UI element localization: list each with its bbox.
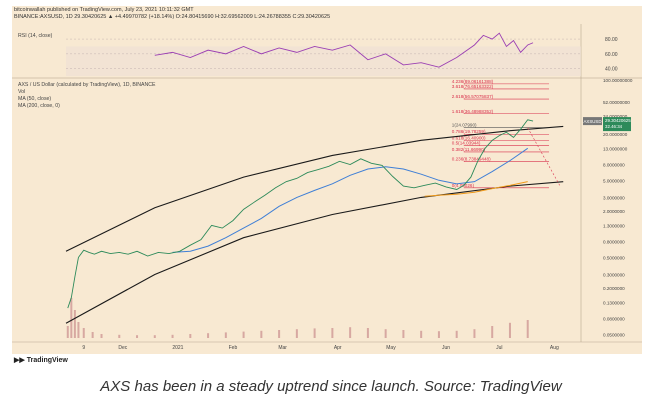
price-tick-label: 0.3000000 (603, 272, 625, 277)
price-badge-subtext: 32.46:34 (605, 124, 623, 129)
symbol-badge-box (583, 117, 602, 126)
symbol-badge-text: AXSUSD (583, 119, 601, 124)
volume-bar (455, 330, 458, 338)
price-tick-label: 52.00000000 (603, 100, 630, 105)
volume-bar (224, 332, 227, 338)
time-tick-label: Mar (278, 345, 287, 351)
rsi-tick-label: 80.00 (605, 37, 618, 43)
volume-bar (420, 330, 423, 338)
volume-bar (70, 298, 73, 338)
upper-channel-line (65, 125, 564, 252)
symbol-line: BINANCE:AXSUSD, 1D 29.30420625 ▲ +4.4997… (14, 14, 331, 20)
volume-bar (136, 335, 139, 338)
fib-level-label: 0.236(8.73849448) (452, 157, 491, 162)
main-pane-title: AXS / US Dollar (calculated by TradingVi… (18, 82, 156, 88)
volume-bar (473, 329, 476, 338)
price-tick-label: 0.0500000 (603, 332, 625, 337)
price-tick-label: 2.0000000 (603, 209, 625, 214)
lower-channel-line (65, 181, 564, 324)
price-tick-label: 0.0800000 (603, 317, 625, 322)
volume-bar (118, 334, 121, 338)
price-tick-label: 34.0000000 (603, 114, 628, 119)
rsi-band (66, 46, 581, 76)
volume-bar (73, 310, 76, 338)
tradingview-logo-text: TradingView (26, 357, 68, 364)
volume-bar (402, 330, 405, 338)
figure-caption: AXS has been in a steady uptrend since l… (100, 378, 562, 395)
rsi-line (154, 32, 534, 68)
price-tick-label: 0.5000000 (603, 255, 625, 260)
fib-level-label: 1.618(36.48988352) (452, 109, 494, 114)
price-line (67, 119, 534, 309)
volume-bar (91, 332, 94, 338)
time-tick-label: Jun (442, 345, 450, 351)
time-tick-label: Apr (334, 345, 342, 351)
time-tick-label: Aug (550, 345, 559, 351)
projection-arrow (527, 127, 560, 186)
price-badge-box (603, 117, 631, 132)
volume-bar (331, 328, 334, 338)
time-tick-label: 2021 (172, 345, 183, 351)
price-tick-label: 0.8000000 (603, 240, 625, 245)
rsi-pane-label: RSI (14, close) (18, 33, 53, 39)
fib-level-label: 0.618(16.40900) (452, 136, 486, 141)
volume-bar (242, 331, 245, 338)
publisher-line: bitcoinwallah published on TradingView.c… (14, 7, 194, 13)
price-tick-label: 0.2000000 (603, 286, 625, 291)
volume-bar (366, 328, 369, 338)
price-tick-label: 1.3000000 (603, 223, 625, 228)
volume-bar (349, 327, 352, 338)
fib-level-label: 0.382(11.66990) (452, 147, 486, 152)
price-tick-label: 8.0000000 (603, 163, 625, 168)
price-tick-label: 0.1300000 (603, 300, 625, 305)
fib-level-label: 3.618(76.65163322) (452, 84, 494, 89)
ma50-line (172, 147, 529, 253)
volume-bar (313, 328, 316, 338)
volume-bar (491, 326, 494, 338)
volume-bar (278, 330, 281, 338)
tradingview-logo: ▶▶ TradingView (14, 356, 68, 364)
time-tick-label: Dec (118, 345, 127, 351)
time-tick-label: Jul (496, 345, 502, 351)
price-tick-label: 5.0000000 (603, 178, 625, 183)
volume-bar (260, 330, 263, 338)
rsi-tick-label: 40.00 (605, 67, 618, 73)
fib-level-label: 2.618(56.57075837) (452, 94, 494, 99)
price-tick-label: 100.00000000 (603, 78, 633, 83)
price-tick-label: 3.0000000 (603, 195, 625, 200)
volume-bar (508, 322, 511, 338)
time-tick-label: May (386, 345, 396, 351)
fib-level-label: 0.5(14.03944) (452, 141, 481, 146)
indicator-label-ma50: MA (50, close) (18, 96, 52, 102)
indicator-label-ma200: MA (200, close, 0) (18, 103, 60, 109)
volume-bar (207, 333, 210, 338)
volume-bar (384, 329, 387, 338)
rsi-tick-label: 60.00 (605, 52, 618, 58)
price-tick-label: 20.0000000 (603, 132, 628, 137)
fib-level-label: 0.786(19.78259) (452, 129, 486, 134)
volume-bar (437, 331, 440, 338)
price-tick-label: 13.0000000 (603, 146, 628, 151)
volume-bar (189, 334, 192, 338)
volume-bar (171, 334, 174, 338)
volume-bar (153, 335, 156, 338)
time-tick-label: 9 (82, 345, 85, 351)
tradingview-logo-icon: ▶▶ (14, 357, 27, 364)
volume-bar (526, 320, 529, 338)
fib-level-label: 4.236(89.06161388) (452, 79, 494, 84)
volume-bar (66, 326, 69, 338)
price-badge-text: 29.30420625 (605, 118, 631, 123)
volume-bar (295, 329, 298, 338)
volume-bar (100, 334, 103, 338)
volume-bar (77, 322, 80, 338)
indicator-label-vol: Vol (18, 89, 26, 95)
time-tick-label: Feb (229, 345, 238, 351)
volume-bar (82, 328, 85, 338)
fib-level-label: 1(24.07990) (452, 123, 477, 128)
ma200-line (424, 181, 528, 197)
